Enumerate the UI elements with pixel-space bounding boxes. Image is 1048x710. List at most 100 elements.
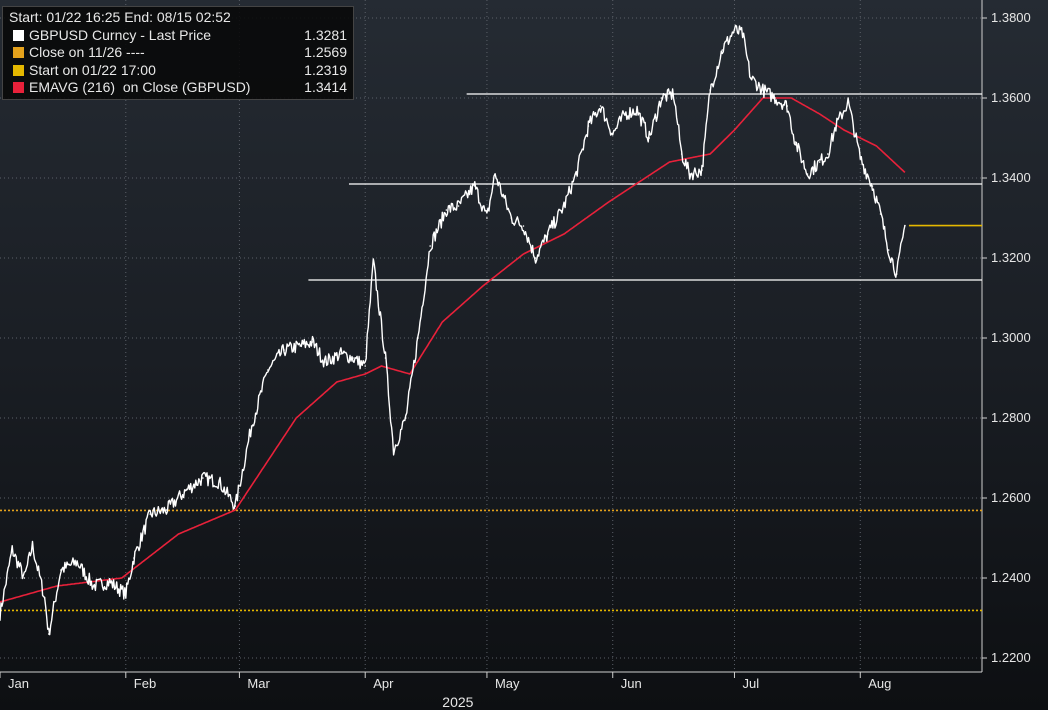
data-point	[879, 213, 882, 215]
data-point	[648, 137, 651, 139]
data-point	[31, 545, 34, 547]
series-line-gbpusd	[0, 24, 906, 636]
data-point	[340, 353, 342, 355]
x-tick-label: Aug	[868, 676, 891, 691]
data-point	[709, 89, 711, 91]
data-point	[11, 549, 13, 551]
data-point	[149, 513, 151, 515]
data-point	[457, 205, 460, 207]
data-point	[47, 633, 50, 635]
data-point	[429, 245, 431, 247]
data-point	[283, 349, 285, 351]
data-point	[510, 217, 513, 219]
data-point	[611, 133, 614, 135]
data-point	[689, 173, 691, 175]
x-tick-label: May	[495, 676, 520, 691]
x-tick-label: Jun	[621, 676, 642, 691]
data-point	[895, 273, 898, 275]
x-tick-label: Jul	[742, 676, 759, 691]
data-point	[762, 89, 764, 91]
y-tick-label: 1.2800	[991, 410, 1031, 425]
legend-label: Start on 01/22 17:00	[29, 61, 156, 78]
data-point	[311, 341, 314, 343]
data-point	[871, 185, 874, 187]
data-point	[749, 77, 752, 79]
data-point	[636, 109, 638, 111]
data-point	[599, 105, 602, 107]
data-point	[108, 581, 111, 583]
legend-item-close: Close on 11/26 ---- 1.2569	[7, 44, 347, 62]
data-point	[250, 425, 253, 427]
data-point	[847, 101, 849, 103]
data-point	[522, 225, 525, 227]
data-point	[835, 125, 837, 127]
data-point	[352, 357, 354, 359]
legend-item-emavg: EMAVG (216) on Close (GBPUSD) 1.3414	[7, 79, 347, 97]
data-point	[299, 345, 302, 347]
data-point	[60, 569, 62, 571]
data-point	[534, 257, 537, 259]
data-point	[234, 505, 237, 507]
y-tick-label: 1.3200	[991, 250, 1031, 265]
x-tick-label: Mar	[247, 676, 270, 691]
data-point	[404, 417, 407, 419]
y-tick-label: 1.2200	[991, 650, 1031, 665]
data-point	[185, 489, 188, 491]
data-point	[660, 97, 663, 99]
data-point	[43, 597, 46, 599]
data-point	[741, 33, 744, 35]
data-point	[124, 593, 127, 595]
data-point	[372, 261, 375, 263]
data-point	[624, 113, 626, 115]
data-point	[733, 29, 736, 31]
x-tick-label: Feb	[134, 676, 156, 691]
data-point	[794, 141, 797, 143]
data-point	[563, 205, 565, 207]
data-point	[417, 337, 419, 339]
legend-label: GBPUSD Curncy - Last Price	[29, 26, 212, 43]
data-point	[76, 561, 78, 563]
data-point	[165, 509, 168, 511]
data-point	[473, 185, 476, 187]
data-point	[680, 153, 683, 155]
data-point	[904, 224, 906, 227]
legend-date-range: Start: 01/22 16:25 End: 08/15 02:52	[9, 9, 231, 25]
data-point	[887, 249, 890, 251]
y-tick-label: 1.2600	[991, 490, 1031, 505]
legend-label: Close on 11/26 ----	[29, 44, 145, 60]
data-point	[786, 105, 789, 107]
legend-swatch-red	[13, 82, 24, 94]
data-point	[0, 613, 1, 615]
data-point	[384, 357, 387, 359]
legend-swatch-orange	[13, 47, 24, 59]
y-tick-label: 1.3600	[991, 90, 1031, 105]
data-point	[486, 217, 488, 219]
data-point	[575, 173, 578, 175]
data-point	[818, 161, 821, 163]
legend-label: EMAVG (216) on Close (GBPUSD)	[29, 79, 251, 95]
y-tick-label: 1.3000	[991, 330, 1031, 345]
data-point	[587, 125, 590, 127]
data-point	[23, 577, 26, 579]
data-point	[859, 157, 862, 159]
legend-item-last-price: GBPUSD Curncy - Last Price 1.3281	[7, 27, 347, 45]
data-point	[202, 477, 204, 479]
data-point	[774, 97, 776, 99]
legend-value: 1.2319	[304, 61, 347, 78]
year-label: 2025	[442, 694, 473, 710]
data-point	[721, 49, 724, 51]
data-point	[806, 173, 809, 175]
data-point	[267, 369, 269, 371]
legend-value: 1.2569	[304, 44, 347, 60]
legend-item-start: Start on 01/22 17:00 1.2319	[7, 62, 347, 80]
data-point	[494, 173, 496, 175]
series-line-emavg	[0, 97, 906, 603]
data-point	[133, 557, 135, 559]
y-tick-label: 1.2400	[991, 570, 1031, 585]
data-point	[323, 361, 326, 363]
data-point	[92, 585, 95, 587]
legend-value: 1.3281	[304, 26, 347, 43]
data-point	[445, 209, 448, 211]
